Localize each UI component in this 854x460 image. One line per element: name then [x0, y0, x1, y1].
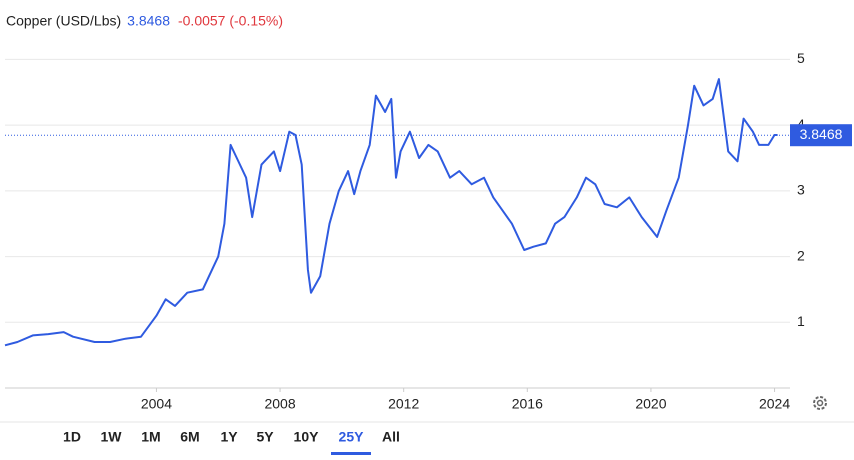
- chart-title: Copper (USD/Lbs): [6, 13, 121, 29]
- active-underline: [331, 452, 371, 455]
- price-change: -0.0057 (-0.15%): [178, 13, 283, 29]
- range-button[interactable]: 10Y: [294, 429, 320, 445]
- y-tick-label: 4: [797, 116, 805, 132]
- range-button[interactable]: 1Y: [220, 429, 238, 445]
- x-tick-label: 2004: [141, 396, 172, 412]
- range-button[interactable]: 6M: [180, 429, 199, 445]
- last-price-label: 3.8468: [800, 126, 843, 142]
- y-tick-label: 1: [797, 313, 805, 329]
- last-price-box: [790, 124, 852, 147]
- x-tick-label: 2012: [388, 396, 419, 412]
- range-button[interactable]: 1W: [101, 429, 123, 445]
- last-price: 3.8468: [127, 13, 170, 29]
- x-tick-label: 2024: [759, 396, 790, 412]
- range-button[interactable]: 5Y: [256, 429, 274, 445]
- x-tick-label: 2020: [635, 396, 666, 412]
- y-tick-label: 5: [797, 50, 805, 66]
- settings-icon[interactable]: [813, 396, 827, 410]
- x-tick-label: 2008: [264, 396, 295, 412]
- range-button[interactable]: All: [382, 429, 400, 445]
- y-tick-label: 3: [797, 182, 805, 198]
- range-button[interactable]: 25Y: [339, 429, 365, 445]
- range-button[interactable]: 1D: [63, 429, 81, 445]
- price-line: [4, 78, 778, 347]
- range-button[interactable]: 1M: [141, 429, 160, 445]
- x-tick-label: 2016: [512, 396, 543, 412]
- y-tick-label: 2: [797, 247, 805, 263]
